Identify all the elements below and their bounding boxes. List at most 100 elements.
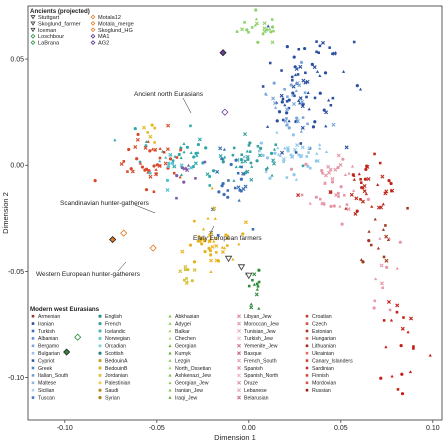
- data-point: [297, 99, 301, 102]
- data-point: [166, 164, 171, 169]
- data-point: [193, 219, 196, 223]
- legend-marker: [237, 314, 241, 319]
- data-point: [249, 302, 253, 306]
- ancient-point-ma1: [219, 49, 227, 57]
- data-point: [350, 164, 355, 168]
- data-point: [301, 78, 306, 83]
- data-point: [182, 150, 186, 154]
- data-point: [327, 98, 331, 102]
- legend-marker-skoglund-farmer: [30, 21, 36, 26]
- data-point: [153, 147, 158, 152]
- legend-marker: [98, 388, 102, 392]
- y-tick-label: 0.05: [10, 57, 24, 64]
- legend-label: BedouinA: [105, 358, 128, 364]
- data-point: [249, 177, 254, 182]
- data-point: [243, 159, 248, 164]
- data-point: [329, 204, 333, 208]
- data-point: [300, 99, 305, 104]
- legend-marker: [237, 380, 241, 385]
- data-point: [256, 144, 260, 148]
- legend-label: Chechen: [175, 336, 196, 342]
- data-point: [265, 124, 270, 128]
- legend-label: Ashkenazi_Jew: [175, 373, 211, 379]
- data-point: [380, 174, 385, 179]
- data-point: [214, 236, 218, 240]
- legend-marker: [168, 344, 172, 348]
- data-point: [389, 318, 394, 322]
- data-point: [192, 155, 196, 159]
- data-point: [226, 189, 230, 192]
- legend-marker-labrana: [30, 40, 36, 45]
- data-point: [400, 372, 404, 376]
- data-point: [166, 123, 171, 128]
- data-point: [136, 132, 140, 137]
- data-point: [234, 165, 238, 169]
- data-point: [261, 32, 265, 36]
- cluster-6: [175, 160, 207, 200]
- legend-label: Skoglund_farmer: [38, 21, 81, 27]
- data-point: [191, 165, 195, 169]
- data-point: [378, 236, 382, 240]
- data-point: [178, 145, 183, 149]
- legend-label: Iraqi_Jew: [175, 395, 197, 401]
- data-point: [171, 161, 175, 165]
- annotation-ancient-north-eurasians: Ancient north Eurasians: [134, 91, 204, 98]
- data-point: [220, 249, 225, 254]
- legend-label: Yemenite_Jew: [244, 344, 278, 350]
- data-point: [304, 162, 308, 166]
- data-point: [361, 260, 365, 264]
- data-point: [231, 153, 235, 157]
- data-point: [317, 51, 321, 55]
- legend-marker: [168, 359, 172, 362]
- data-point: [247, 31, 250, 34]
- data-point: [251, 228, 255, 231]
- data-point: [163, 161, 168, 166]
- data-point: [252, 272, 257, 277]
- data-point: [129, 167, 133, 171]
- cluster-1: [261, 24, 363, 155]
- data-point: [226, 234, 230, 238]
- data-point: [250, 165, 254, 168]
- data-point: [209, 253, 213, 257]
- legend-marker: [168, 336, 172, 340]
- data-point: [330, 176, 335, 181]
- data-point: [272, 147, 277, 151]
- data-point: [172, 171, 176, 175]
- data-point: [355, 209, 359, 213]
- data-point: [152, 190, 156, 194]
- legend-marker: [237, 395, 241, 400]
- data-point: [270, 18, 274, 21]
- clusters-layer: [93, 8, 432, 396]
- data-point: [321, 171, 324, 175]
- data-point: [304, 71, 307, 75]
- data-point: [412, 347, 415, 350]
- data-point: [119, 162, 124, 167]
- legend-marker: [168, 388, 172, 392]
- data-point: [196, 150, 200, 154]
- legend-marker: [168, 366, 172, 370]
- data-point: [210, 244, 215, 249]
- data-point: [285, 100, 289, 103]
- legend-label: Basque: [244, 351, 262, 357]
- legend-marker: [98, 336, 102, 340]
- data-point: [364, 167, 368, 171]
- legend-label: Jordanian: [105, 373, 128, 379]
- legend-label: Czech: [312, 321, 327, 327]
- legend-label: Cypriot: [38, 358, 55, 364]
- data-point: [180, 249, 185, 254]
- data-point: [428, 353, 432, 357]
- data-point: [298, 101, 302, 105]
- data-point: [352, 177, 356, 181]
- data-point: [341, 70, 346, 73]
- data-point: [250, 26, 254, 29]
- legend-label: Scottish: [105, 351, 124, 357]
- legend-label: Bulgarian: [38, 351, 60, 357]
- data-point: [259, 146, 263, 150]
- legend-marker: [168, 329, 172, 333]
- annotation-scandinavian-hg: Scandinavian hunter-gatherers: [60, 200, 150, 207]
- data-point: [207, 174, 212, 178]
- data-point: [255, 287, 259, 291]
- data-point: [146, 131, 149, 134]
- data-point: [233, 186, 237, 190]
- data-point: [243, 220, 248, 225]
